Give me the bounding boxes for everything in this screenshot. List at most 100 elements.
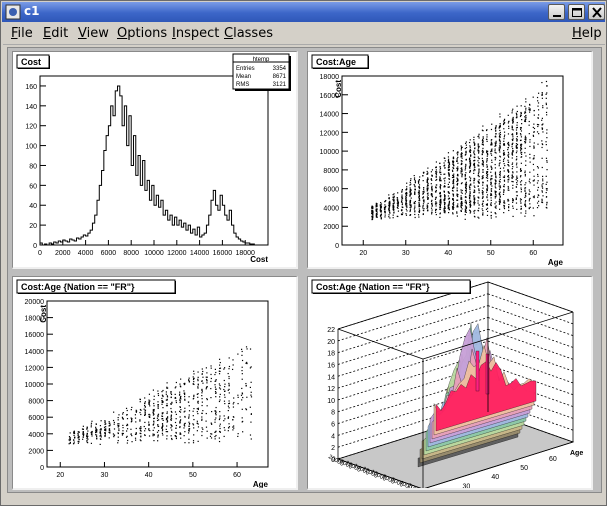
scatter-point <box>528 107 530 109</box>
scatter-point <box>228 377 230 380</box>
scatter-point <box>219 370 221 373</box>
menu-classes[interactable]: Classes <box>224 26 273 41</box>
scatter-point <box>532 126 534 129</box>
scatter-point <box>465 151 467 154</box>
scatter-point <box>495 216 497 218</box>
scatter-point <box>241 350 243 353</box>
scatter-point <box>108 431 110 433</box>
scatter-point <box>161 394 164 396</box>
scatter-point <box>477 152 480 154</box>
scatter-point <box>464 196 466 198</box>
scatter-point <box>170 396 172 398</box>
scatter-point <box>478 157 480 160</box>
scatter-point <box>469 204 471 206</box>
scatter-point <box>464 213 466 216</box>
scatter-point <box>465 146 468 149</box>
scatter-point <box>453 175 455 178</box>
scatter-point <box>512 142 514 144</box>
scatter-point <box>490 199 492 201</box>
scatter-point <box>443 190 445 192</box>
scatter-point <box>426 170 428 173</box>
menu-options[interactable]: Options <box>117 26 168 41</box>
scatter-point <box>452 170 454 173</box>
scatter-point <box>418 184 421 186</box>
scatter-point <box>460 202 462 205</box>
scatter-point <box>166 395 168 397</box>
scatter-point <box>148 416 151 418</box>
menu-file[interactable]: File <box>11 26 33 41</box>
scatter-point <box>537 125 539 128</box>
root-canvas[interactable]: 0 2000 4000 6000 8000 10000 12000 14000 16000 180… <box>7 47 602 493</box>
scatter-point <box>482 175 484 177</box>
menu-inspect[interactable]: Inspect <box>172 26 220 41</box>
scatter-point <box>405 189 408 191</box>
scatter-point <box>546 169 548 171</box>
close-button[interactable] <box>588 4 605 20</box>
scatter-point <box>499 139 501 141</box>
scatter-point <box>405 194 407 196</box>
scatter-point <box>435 191 437 193</box>
scatter-point <box>525 138 527 140</box>
scatter-point <box>524 119 526 121</box>
scatter-point <box>481 176 483 178</box>
scatter-point <box>460 167 462 170</box>
scatter-point <box>427 197 429 199</box>
pad-cost-histogram[interactable]: 0 2000 4000 6000 8000 10000 12000 14000 16000 180… <box>12 51 298 269</box>
scatter-point <box>448 160 450 162</box>
x-tick-label: 50 <box>189 472 197 479</box>
scatter-point <box>536 166 539 168</box>
scatter-point <box>375 202 377 204</box>
scatter-point <box>444 180 446 182</box>
scatter-point <box>393 212 395 214</box>
scatter-point <box>491 178 493 180</box>
scatter-point <box>502 193 505 195</box>
scatter-point <box>148 402 150 405</box>
scatter-point <box>175 381 177 384</box>
scatter-point <box>520 207 522 209</box>
scatter-point <box>498 203 501 205</box>
scatter-point <box>473 156 475 158</box>
pad-cost-age-scatter[interactable]: 20 30 40 50 60 0 2000 4000 6000 8000 10000 12000 140… <box>307 51 593 269</box>
menu-help[interactable]: Help <box>572 26 602 41</box>
scatter-point <box>536 123 539 126</box>
scatter-point <box>180 437 182 439</box>
scatter-point <box>228 423 230 425</box>
scatter-point <box>537 175 539 177</box>
scatter-point <box>380 218 382 220</box>
scatter-point <box>375 214 377 216</box>
scatter-point <box>121 417 124 419</box>
scatter-point <box>542 143 544 146</box>
scatter-point <box>431 190 433 192</box>
scatter-point <box>528 120 530 123</box>
scatter-point <box>499 145 501 147</box>
scatter-point <box>414 210 416 212</box>
scatter-point <box>197 378 199 380</box>
scatter-point <box>448 164 451 166</box>
menu-edit[interactable]: Edit <box>43 26 69 41</box>
y-tick-label: 140 <box>25 104 37 111</box>
scatter-point <box>494 167 497 169</box>
pad-cost-age-fr-lego[interactable]: 02468101214161820222030405060Age20004000… <box>307 276 593 490</box>
menu-view[interactable]: View <box>78 26 109 41</box>
scatter-point <box>545 103 547 106</box>
pad-cost-age-fr-scatter[interactable]: 20 30 40 50 60 0 2000 4000 6000 8000 10000 12000 140… <box>12 276 298 490</box>
y-tick-label: 12000 <box>25 365 45 372</box>
maximize-button[interactable] <box>568 4 585 20</box>
scatter-point <box>157 425 159 427</box>
scatter-point <box>494 206 497 208</box>
scatter-point <box>537 180 539 182</box>
scatter-point <box>465 184 467 186</box>
scatter-point <box>161 403 163 405</box>
minimize-button[interactable] <box>548 4 565 20</box>
scatter-point <box>461 204 463 207</box>
scatter-point <box>87 435 89 437</box>
scatter-point <box>82 433 85 435</box>
scatter-point <box>536 207 539 209</box>
scatter-point <box>537 143 539 145</box>
scatter-point <box>477 216 479 218</box>
scatter-point <box>215 414 217 416</box>
scatter-point <box>201 431 203 433</box>
scatter-point <box>422 192 424 195</box>
scatter-point <box>388 197 390 199</box>
title-bar[interactable]: c1 <box>2 2 605 22</box>
